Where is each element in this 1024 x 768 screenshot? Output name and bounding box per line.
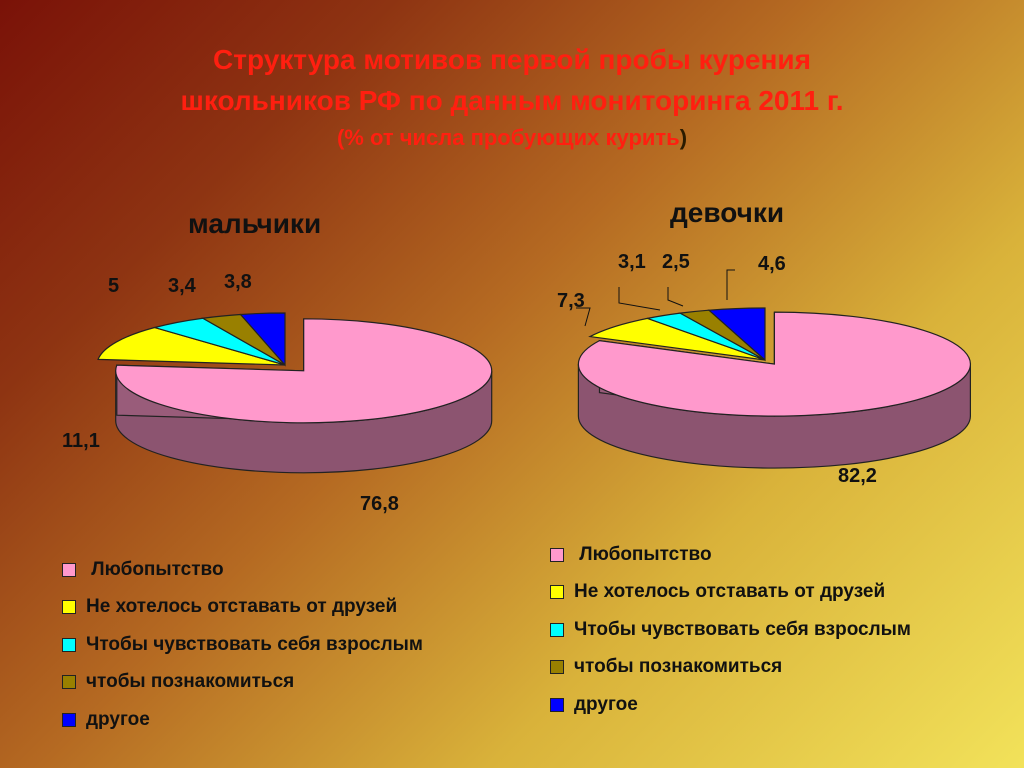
leader-line [667, 287, 684, 307]
chart-subtitle: (% от числа пробующих курить) [0, 125, 1024, 151]
pie-slice-5 [707, 307, 766, 362]
legend-item: другое [550, 686, 911, 724]
boys-chart-title: мальчики [188, 208, 322, 239]
legend-item: Любопытство [62, 551, 423, 589]
legend-item: Не хотелось отставать от друзей [550, 574, 911, 612]
subtitle-paren: ) [679, 125, 688, 150]
data-label-1: 76,8 [360, 493, 399, 515]
pie-chart-girls: 82,2 7,3 3,1 2,5 4,6 [557, 251, 971, 487]
subtitle-text: (% от числа пробующих курить [336, 125, 680, 150]
data-label-4: 2,5 [662, 251, 690, 273]
legend-swatch [550, 547, 564, 562]
chart-title-line-1: Структура мотивов первой пробы курения [213, 44, 811, 75]
legend-label: чтобы познакомиться [86, 671, 295, 693]
legend-label: другое [86, 708, 150, 730]
legend-swatch [62, 637, 76, 652]
leader-line [618, 287, 661, 311]
legend-label: Не хотелось отставать от друзей [574, 581, 886, 603]
legend-label: Чтобы чувствовать себя взрослым [86, 633, 423, 655]
legend-label: другое [574, 693, 638, 715]
data-label-3: 5 [108, 275, 119, 297]
legend-item: Любопытство [550, 536, 911, 574]
boys-legend: Любопытство Не хотелось отставать от друз… [62, 551, 423, 739]
legend-item: чтобы познакомиться [550, 649, 911, 687]
legend-swatch [62, 712, 76, 727]
legend-swatch [550, 697, 564, 712]
legend-label: чтобы познакомиться [574, 656, 783, 678]
legend-swatch [550, 622, 564, 637]
legend-swatch [62, 600, 76, 615]
legend-item: Чтобы чувствовать себя взрослым [62, 626, 423, 664]
data-label-3: 3,1 [618, 251, 646, 273]
legend-swatch [62, 675, 76, 690]
legend-label: Любопытство [574, 543, 712, 565]
girls-legend: Любопытство Не хотелось отставать от друз… [550, 536, 911, 724]
data-label-1: 82,2 [838, 465, 877, 487]
legend-swatch [550, 660, 564, 675]
legend-item: Не хотелось отставать от друзей [62, 589, 423, 627]
leader-line [576, 307, 591, 327]
legend-swatch [62, 562, 76, 577]
data-label-2: 7,3 [557, 290, 585, 312]
pie-slice-1 [115, 318, 493, 424]
data-label-4: 3,4 [168, 275, 197, 297]
data-label-5: 4,6 [758, 253, 786, 275]
pie-chart-boys: 76,8 11,1 5 3,4 3,8 [62, 271, 493, 515]
legend-item: чтобы познакомиться [62, 664, 423, 702]
legend-swatch [550, 585, 564, 600]
legend-item: другое [62, 701, 423, 739]
legend-label: Любопытство [86, 558, 224, 580]
legend-label: Чтобы чувствовать себя взрослым [574, 618, 911, 640]
legend-label: Не хотелось отставать от друзей [86, 596, 398, 618]
data-label-2: 11,1 [62, 430, 100, 452]
leader-line [726, 269, 735, 300]
pie-slice-5 [239, 312, 286, 367]
data-label-5: 3,8 [224, 271, 252, 293]
girls-chart-title: девочки [670, 197, 785, 228]
legend-item: Чтобы чувствовать себя взрослым [550, 611, 911, 649]
pie-slice-1 [577, 311, 971, 417]
pie-slice-2 [97, 326, 286, 366]
chart-title-line-2: школьников РФ по данным мониторинга 2011… [180, 85, 844, 116]
